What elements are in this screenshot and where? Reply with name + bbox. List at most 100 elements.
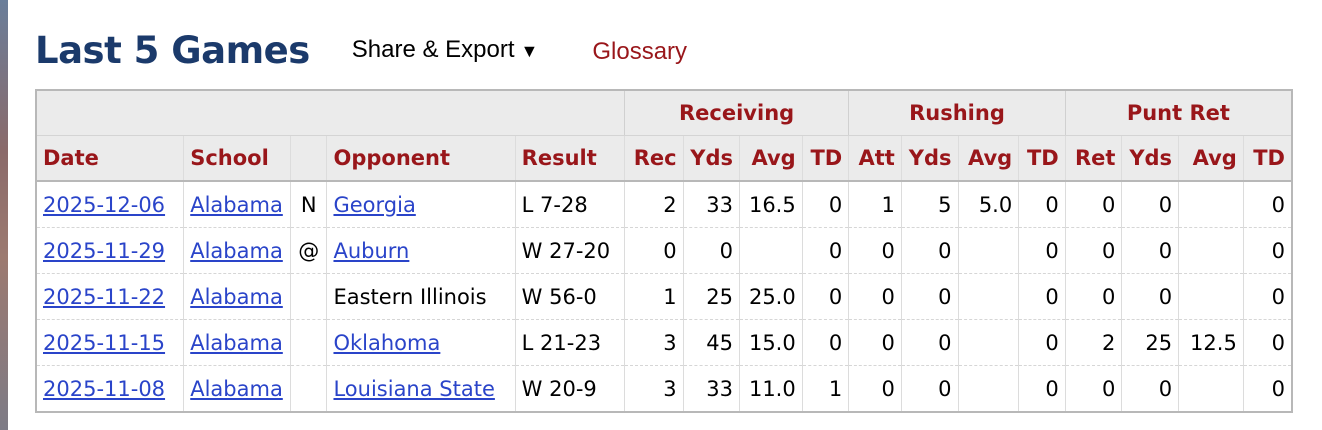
opponent-link[interactable]: Auburn xyxy=(333,238,410,263)
col-header-rush-td[interactable]: TD xyxy=(1018,135,1066,181)
cell-punt-yds: 0 xyxy=(1121,365,1179,412)
cell-rec-yds: 33 xyxy=(682,365,740,412)
column-header-row: Date School Opponent Result Rec Yds Avg … xyxy=(36,135,1292,181)
cell-result: W 27-20 xyxy=(514,227,625,274)
cell-opponent: Louisiana State xyxy=(326,365,516,412)
cell-rush-avg xyxy=(957,273,1019,320)
col-header-school[interactable]: School xyxy=(183,135,291,181)
cell-punt-ret: 0 xyxy=(1064,273,1122,320)
date-link[interactable]: 2025-11-22 xyxy=(43,284,166,309)
date-link[interactable]: 2025-11-08 xyxy=(43,376,166,401)
cell-rush-yds: 5 xyxy=(900,181,959,228)
date-link[interactable]: 2025-12-06 xyxy=(43,192,166,217)
cell-date: 2025-11-22 xyxy=(36,273,184,320)
col-header-punt-yds[interactable]: Yds xyxy=(1121,135,1179,181)
cell-rec-yds: 0 xyxy=(682,227,740,274)
col-header-punt-avg[interactable]: Avg xyxy=(1178,135,1244,181)
cell-location: @ xyxy=(290,227,327,274)
cell-punt-ret: 2 xyxy=(1064,319,1122,366)
col-header-punt-ret[interactable]: Ret xyxy=(1064,135,1122,181)
date-link[interactable]: 2025-11-15 xyxy=(43,330,166,355)
cell-rush-att: 0 xyxy=(848,273,902,320)
cell-rec: 0 xyxy=(623,227,684,274)
cell-punt-yds: 25 xyxy=(1121,319,1179,366)
cell-rec-yds: 45 xyxy=(682,319,740,366)
col-header-rec-avg[interactable]: Avg xyxy=(739,135,803,181)
share-export-menu[interactable]: Share & Export ▼ xyxy=(352,36,539,64)
col-header-rec-yds[interactable]: Yds xyxy=(682,135,740,181)
cell-school: Alabama xyxy=(183,319,291,366)
cell-rec-td: 0 xyxy=(801,273,849,320)
cell-rec-td: 0 xyxy=(801,181,849,228)
group-rushing: Rushing xyxy=(848,90,1066,136)
share-export-label: Share & Export xyxy=(351,36,515,63)
cell-punt-avg: 12.5 xyxy=(1178,319,1244,366)
cell-location: N xyxy=(290,181,327,228)
col-header-rush-yds[interactable]: Yds xyxy=(900,135,959,181)
col-header-rec[interactable]: Rec xyxy=(623,135,684,181)
cell-rush-td: 0 xyxy=(1018,227,1066,274)
cell-punt-yds: 0 xyxy=(1121,181,1179,228)
cell-rec-td: 0 xyxy=(801,227,849,274)
cell-opponent: Georgia xyxy=(326,181,516,228)
cell-rec-td: 1 xyxy=(801,365,849,412)
cell-rush-yds: 0 xyxy=(900,365,959,412)
cell-rush-yds: 0 xyxy=(900,319,959,366)
group-receiving: Receiving xyxy=(623,90,849,136)
col-header-rush-avg[interactable]: Avg xyxy=(957,135,1019,181)
school-link[interactable]: Alabama xyxy=(190,284,283,309)
cell-rush-att: 0 xyxy=(848,365,902,412)
cell-date: 2025-11-08 xyxy=(36,366,184,413)
col-header-rush-att[interactable]: Att xyxy=(848,135,902,181)
opponent-link[interactable]: Oklahoma xyxy=(333,330,441,355)
cell-rush-td: 0 xyxy=(1018,273,1066,320)
cell-rec-avg xyxy=(739,227,803,274)
cell-punt-td: 0 xyxy=(1242,181,1292,228)
table-row: 2025-11-15 Alabama Oklahoma L 21-23 3 45 15.0 0… xyxy=(36,319,1292,366)
cell-date: 2025-11-15 xyxy=(36,319,184,366)
section-header: Last 5 Games Share & Export ▼ Glossary xyxy=(35,22,687,78)
table-row: 2025-11-22 Alabama Eastern Illinois W 56-0 1… xyxy=(36,273,1292,320)
cell-punt-td: 0 xyxy=(1242,365,1292,412)
cell-result: L 21-23 xyxy=(514,319,625,366)
cell-rush-td: 0 xyxy=(1018,181,1066,228)
col-header-rec-td[interactable]: TD xyxy=(801,135,849,181)
col-header-punt-td[interactable]: TD xyxy=(1242,135,1292,181)
opponent-link[interactable]: Louisiana State xyxy=(333,376,495,401)
cell-punt-avg xyxy=(1178,227,1244,274)
cell-punt-td: 0 xyxy=(1242,227,1292,274)
school-link[interactable]: Alabama xyxy=(190,376,283,401)
col-header-opponent[interactable]: Opponent xyxy=(326,135,516,181)
cell-rush-att: 0 xyxy=(848,319,902,366)
cell-rush-avg xyxy=(957,227,1019,274)
cell-school: Alabama xyxy=(183,365,291,412)
cell-school: Alabama xyxy=(183,227,291,274)
cell-rec-avg: 15.0 xyxy=(739,319,803,366)
table-row: 2025-12-06 Alabama N Georgia L 7-28 2 33 16.5 0 1… xyxy=(36,181,1292,228)
cell-rush-td: 0 xyxy=(1018,319,1066,366)
cell-opponent: Eastern Illinois xyxy=(326,273,516,320)
cell-rec: 3 xyxy=(623,319,684,366)
cell-punt-ret: 0 xyxy=(1064,181,1122,228)
cell-result: W 20-9 xyxy=(514,365,625,412)
cell-rec-avg: 25.0 xyxy=(739,273,803,320)
cell-punt-avg xyxy=(1178,365,1244,412)
school-link[interactable]: Alabama xyxy=(190,192,283,217)
cell-punt-ret: 0 xyxy=(1064,365,1122,412)
cell-rush-td: 0 xyxy=(1018,365,1066,412)
cell-location xyxy=(290,319,327,366)
group-punt-ret: Punt Ret xyxy=(1064,90,1292,136)
date-link[interactable]: 2025-11-29 xyxy=(43,238,166,263)
col-header-result[interactable]: Result xyxy=(514,135,625,181)
opponent-link[interactable]: Georgia xyxy=(333,192,416,217)
table-row: 2025-11-08 Alabama Louisiana State W 20-9 3 3… xyxy=(36,365,1292,413)
cell-rush-avg: 5.0 xyxy=(957,181,1019,228)
cell-date: 2025-12-06 xyxy=(36,181,184,228)
school-link[interactable]: Alabama xyxy=(190,238,283,263)
table-body: 2025-12-06 Alabama N Georgia L 7-28 2 33 16.5 0 1… xyxy=(36,181,1292,412)
cell-rec: 2 xyxy=(623,181,684,228)
cell-rec-avg: 11.0 xyxy=(739,365,803,412)
school-link[interactable]: Alabama xyxy=(190,330,283,355)
glossary-link[interactable]: Glossary xyxy=(592,38,688,65)
col-header-date[interactable]: Date xyxy=(36,135,184,181)
